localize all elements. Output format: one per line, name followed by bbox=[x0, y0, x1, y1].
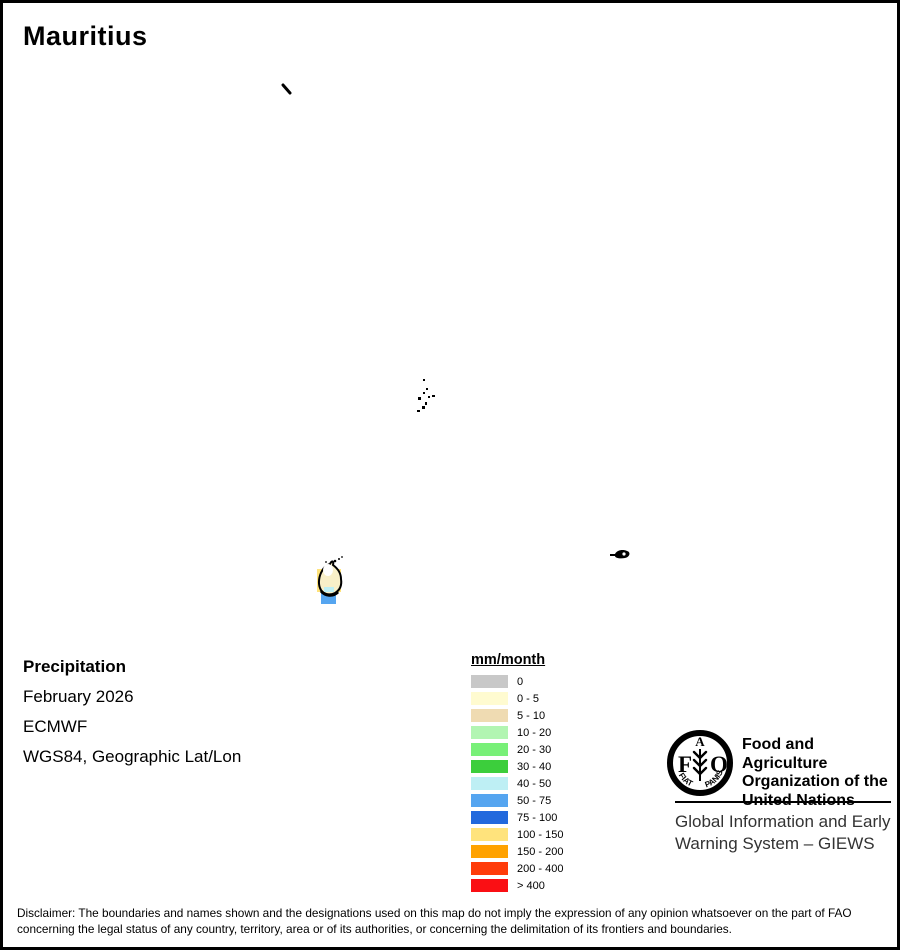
legend-label: 50 - 75 bbox=[517, 794, 552, 807]
giews-label: Global Information and Early Warning Sys… bbox=[675, 812, 891, 853]
island-rodrigues bbox=[609, 545, 635, 568]
legend-label: 150 - 200 bbox=[517, 845, 564, 858]
legend-swatch bbox=[471, 709, 508, 722]
map-info-block: Precipitation February 2026 ECMWF WGS84,… bbox=[23, 657, 241, 777]
fao-org-name: Food and Agriculture Organization of the… bbox=[742, 736, 888, 809]
legend-row: 40 - 50 bbox=[471, 775, 563, 792]
legend-swatch bbox=[471, 675, 508, 688]
island-outline bbox=[615, 550, 630, 559]
legend-row: 50 - 75 bbox=[471, 792, 563, 809]
legend-label: 200 - 400 bbox=[517, 862, 564, 875]
legend-row: 5 - 10 bbox=[471, 707, 563, 724]
islet-dot bbox=[418, 397, 421, 400]
legend-label: 5 - 10 bbox=[517, 709, 546, 722]
island-coast bbox=[319, 589, 340, 597]
islet-dot bbox=[426, 388, 428, 390]
legend-row: 75 - 100 bbox=[471, 809, 563, 826]
legend-row: 200 - 400 bbox=[471, 860, 563, 877]
island-mauritius bbox=[313, 555, 351, 614]
island-highlight bbox=[622, 552, 626, 556]
islet-dot bbox=[422, 406, 425, 409]
islet-dot bbox=[428, 396, 430, 398]
svg-text:O: O bbox=[710, 752, 728, 777]
legend-label: 20 - 30 bbox=[517, 743, 552, 756]
legend-label: 30 - 40 bbox=[517, 760, 552, 773]
legend-label: 0 - 5 bbox=[517, 692, 540, 705]
island-rodrigues-shape bbox=[610, 550, 630, 559]
legend-swatch bbox=[471, 743, 508, 756]
info-source: ECMWF bbox=[23, 717, 88, 736]
island-st-brandon bbox=[413, 371, 439, 417]
legend-swatch bbox=[471, 862, 508, 875]
legend-label: 0 bbox=[517, 675, 524, 688]
islet-dot bbox=[338, 558, 340, 560]
legend-row: 150 - 200 bbox=[471, 843, 563, 860]
legend-swatch bbox=[471, 726, 508, 739]
info-period: February 2026 bbox=[23, 687, 134, 706]
legend-label: 75 - 100 bbox=[517, 811, 558, 824]
legend-label: 100 - 150 bbox=[517, 828, 564, 841]
islet-dot bbox=[341, 556, 343, 558]
legend-row: 0 bbox=[471, 673, 563, 690]
legend-swatch bbox=[471, 692, 508, 705]
legend-swatch bbox=[471, 828, 508, 841]
legend-swatch bbox=[471, 794, 508, 807]
islet-dot bbox=[333, 559, 337, 563]
legend-swatch bbox=[471, 845, 508, 858]
footer-divider bbox=[675, 801, 891, 803]
svg-text:F: F bbox=[678, 752, 692, 777]
island-agalega bbox=[279, 82, 295, 103]
legend-label: 40 - 50 bbox=[517, 777, 552, 790]
legend-swatch bbox=[471, 811, 508, 824]
svg-text:A: A bbox=[695, 734, 705, 749]
islet-dot bbox=[423, 392, 425, 394]
page-title: Mauritius bbox=[23, 21, 148, 51]
island-mauritius-shape bbox=[317, 556, 343, 604]
disclaimer-line2: concerning the legal status of any count… bbox=[17, 921, 732, 936]
info-heading: Precipitation bbox=[23, 657, 126, 676]
legend-list: 0 0 - 5 5 - 10 10 - 20 20 - 30 30 - 40 4… bbox=[471, 673, 563, 894]
island-highlight bbox=[323, 564, 333, 576]
legend-swatch bbox=[471, 879, 508, 892]
islet-dot bbox=[432, 395, 435, 397]
disclaimer-line1: Disclaimer: The boundaries and names sho… bbox=[17, 906, 852, 920]
legend-swatch bbox=[471, 777, 508, 790]
fao-logo: F A O FIAT PANIS bbox=[666, 729, 734, 802]
legend-row: > 400 bbox=[471, 877, 563, 894]
disclaimer: Disclaimer: The boundaries and names sho… bbox=[17, 906, 852, 937]
info-projection: WGS84, Geographic Lat/Lon bbox=[23, 747, 242, 766]
legend-row: 30 - 40 bbox=[471, 758, 563, 775]
islet-dot bbox=[425, 402, 427, 405]
legend-row: 20 - 30 bbox=[471, 741, 563, 758]
legend-title: mm/month bbox=[471, 652, 546, 668]
islet-dot bbox=[417, 410, 420, 412]
precip-cell-cyan bbox=[324, 587, 334, 592]
legend-row: 0 - 5 bbox=[471, 690, 563, 707]
islet-dot bbox=[325, 561, 327, 563]
legend-label: 10 - 20 bbox=[517, 726, 552, 739]
legend-row: 10 - 20 bbox=[471, 724, 563, 741]
fao-logo-icon: F A O FIAT PANIS bbox=[667, 730, 733, 796]
map-legend: mm/month 0 0 - 5 5 - 10 10 - 20 20 - 30 … bbox=[471, 652, 563, 894]
legend-row: 100 - 150 bbox=[471, 826, 563, 843]
legend-label: > 400 bbox=[517, 879, 545, 892]
island-agalega-shape bbox=[281, 83, 292, 95]
legend-swatch bbox=[471, 760, 508, 773]
islet-dot bbox=[423, 379, 425, 381]
